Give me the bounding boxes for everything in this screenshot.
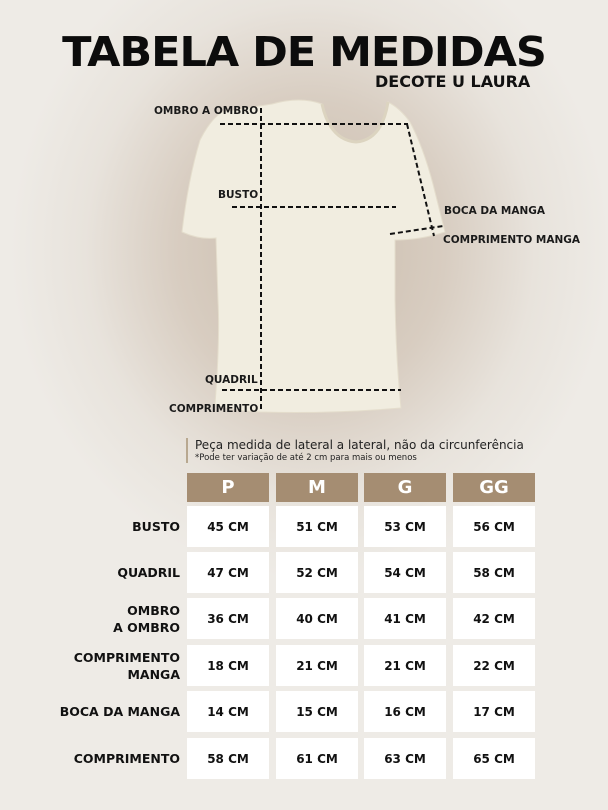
table-cell: 58 CM <box>187 738 269 779</box>
table-cell: 15 CM <box>276 691 358 732</box>
table-cell: 40 CM <box>276 598 358 639</box>
table-cell: 65 CM <box>453 738 535 779</box>
table-cell: 14 CM <box>187 691 269 732</box>
table-cell: 36 CM <box>187 598 269 639</box>
label-ombro: OMBRO A OMBRO <box>154 105 259 117</box>
table-cell: 63 CM <box>364 738 446 779</box>
table-cell: 41 CM <box>364 598 446 639</box>
table-cell: 52 CM <box>276 552 358 593</box>
row-label: QUADRIL <box>117 565 180 580</box>
label-quadril: QUADRIL <box>205 374 258 386</box>
size-header-gg: GG <box>453 473 535 502</box>
table-cell: 45 CM <box>187 506 269 547</box>
label-busto: BUSTO <box>218 189 259 201</box>
table-cell: 54 CM <box>364 552 446 593</box>
row-label: BOCA DA MANGA <box>59 704 180 719</box>
row-label: OMBRO A OMBRO <box>113 602 180 635</box>
label-comprimento-manga: COMPRIMENTO MANGA <box>443 234 581 246</box>
tshirt-diagram <box>181 99 446 413</box>
label-comprimento: COMPRIMENTO <box>169 403 259 415</box>
table-cell: 21 CM <box>364 645 446 686</box>
tshirt-image <box>181 99 446 413</box>
table-cell: 56 CM <box>453 506 535 547</box>
row-label: BUSTO <box>132 519 180 534</box>
size-header-g: G <box>364 473 446 502</box>
row-label: COMPRIMENTO MANGA <box>73 649 180 682</box>
table-cell: 17 CM <box>453 691 535 732</box>
table-cell: 61 CM <box>276 738 358 779</box>
table-cell: 16 CM <box>364 691 446 732</box>
page-subtitle: DECOTE U LAURA <box>375 72 531 91</box>
page-title: TABELA DE MEDIDAS <box>62 28 547 76</box>
size-header-p: P <box>187 473 269 502</box>
note-line-2: *Pode ter variação de até 2 cm para mais… <box>195 453 417 463</box>
label-boca-manga: BOCA DA MANGA <box>444 205 546 217</box>
table-cell: 42 CM <box>453 598 535 639</box>
row-label: COMPRIMENTO <box>73 751 180 766</box>
table-cell: 53 CM <box>364 506 446 547</box>
table-cell: 18 CM <box>187 645 269 686</box>
table-cell: 22 CM <box>453 645 535 686</box>
measurement-note: Peça medida de lateral a lateral, não da… <box>186 438 524 463</box>
size-header-m: M <box>276 473 358 502</box>
table-cell: 47 CM <box>187 552 269 593</box>
table-cell: 21 CM <box>276 645 358 686</box>
table-cell: 51 CM <box>276 506 358 547</box>
note-line-1: Peça medida de lateral a lateral, não da… <box>195 438 524 452</box>
table-cell: 58 CM <box>453 552 535 593</box>
